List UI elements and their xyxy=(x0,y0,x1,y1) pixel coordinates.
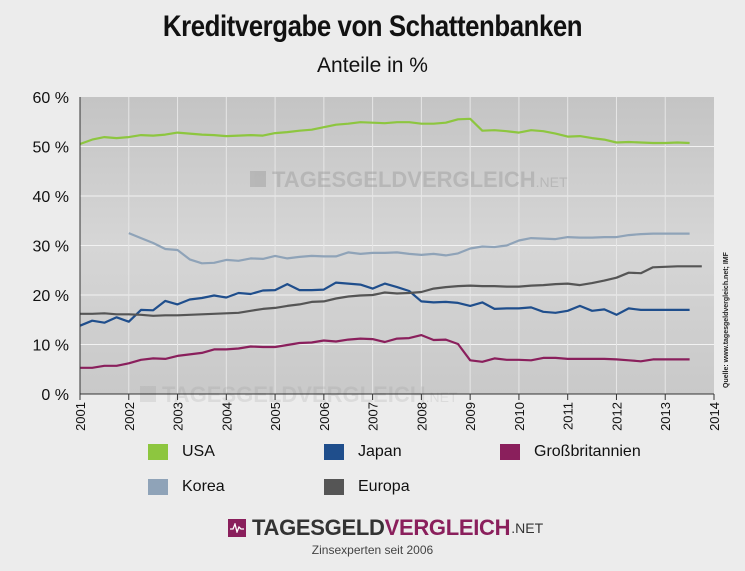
x-tick-label: 2003 xyxy=(171,402,186,431)
x-tick-label: 2012 xyxy=(609,402,624,431)
y-tick-label: 50 % xyxy=(33,140,69,157)
legend-swatch xyxy=(324,479,344,495)
legend-item: Großbritannien xyxy=(500,443,641,461)
footer-logo-part2: VERGLEICH xyxy=(384,515,511,540)
chart-title: Kreditvergabe von Schattenbanken xyxy=(162,10,583,43)
watermark-logo-icon xyxy=(250,171,266,187)
y-tick-label: 10 % xyxy=(33,338,69,355)
legend-swatch xyxy=(500,444,520,460)
legend-swatch xyxy=(148,479,168,495)
legend-item: USA xyxy=(148,443,215,461)
legend-item: Japan xyxy=(324,443,402,461)
y-tick-label: 20 % xyxy=(33,288,69,305)
x-tick-label: 2004 xyxy=(219,402,234,431)
source-note: Quelle: www.tagesgeldvergleich.net; IMF xyxy=(723,252,730,388)
footer-logo-text: TAGESGELDVERGLEICH xyxy=(252,515,511,541)
x-tick-label: 2013 xyxy=(658,402,673,431)
watermark-suffix: .NET xyxy=(536,174,568,190)
y-tick-label: 0 % xyxy=(41,387,69,404)
y-tick-label: 40 % xyxy=(33,189,69,206)
watermark-text: TAGESGELDVERGLEICH.NET xyxy=(272,167,568,192)
x-tick-label: 2009 xyxy=(463,402,478,431)
watermark: TAGESGELDVERGLEICH.NET xyxy=(250,167,568,192)
x-tick-label: 2007 xyxy=(366,402,381,431)
legend-swatch xyxy=(324,444,344,460)
series-line-korea xyxy=(128,232,690,265)
series-line-usa xyxy=(79,117,690,146)
x-tick-label: 2010 xyxy=(512,402,527,431)
legend-label: Europa xyxy=(358,478,410,495)
legend-label: USA xyxy=(182,443,215,460)
x-tick-label: 2008 xyxy=(414,402,429,431)
x-tick-label: 2001 xyxy=(73,402,88,431)
logo-pulse-icon xyxy=(228,519,246,537)
x-tick-label: 2011 xyxy=(561,402,576,430)
x-tick-label: 2006 xyxy=(317,402,332,431)
footer-logo: TAGESGELDVERGLEICH .NET xyxy=(228,515,543,541)
x-tick-label: 2014 xyxy=(707,402,722,431)
series-line-japan xyxy=(79,281,690,327)
y-tick-label: 60 % xyxy=(33,90,69,107)
x-tick-label: 2002 xyxy=(122,402,137,431)
footer-tagline: Zinsexperten seit 2006 xyxy=(311,543,434,557)
series-line-gro-britannien xyxy=(80,334,690,369)
x-tick-label: 2005 xyxy=(268,402,283,431)
legend-label: Japan xyxy=(358,443,402,460)
legend-label: Korea xyxy=(182,478,225,495)
legend-label: Großbritannien xyxy=(534,443,641,460)
series-line-europa xyxy=(80,265,702,317)
watermark-suffix: .NET xyxy=(426,389,458,405)
footer-logo-part1: TAGESGELD xyxy=(252,515,385,540)
y-tick-label: 30 % xyxy=(33,239,69,256)
footer-logo-suffix: .NET xyxy=(511,520,544,536)
legend-item: Europa xyxy=(324,478,410,496)
chart-subtitle: Anteile in % xyxy=(317,54,428,77)
legend-swatch xyxy=(148,444,168,460)
legend-item: Korea xyxy=(148,478,225,496)
